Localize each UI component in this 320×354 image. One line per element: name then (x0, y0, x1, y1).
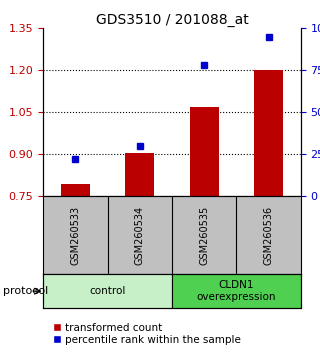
Text: GSM260535: GSM260535 (199, 206, 209, 265)
Text: GSM260534: GSM260534 (135, 206, 145, 265)
Title: GDS3510 / 201088_at: GDS3510 / 201088_at (96, 13, 248, 27)
Text: protocol: protocol (3, 286, 48, 296)
Bar (61, 184, 90, 196)
Text: CLDN1
overexpression: CLDN1 overexpression (197, 280, 276, 302)
Text: GSM260536: GSM260536 (264, 206, 274, 265)
Bar (254, 70, 283, 196)
Text: control: control (89, 286, 126, 296)
Text: GSM260533: GSM260533 (70, 206, 80, 265)
Bar (125, 153, 154, 196)
Bar (190, 107, 219, 196)
Bar (43, 274, 172, 308)
Bar (172, 274, 301, 308)
Legend: transformed count, percentile rank within the sample: transformed count, percentile rank withi… (48, 318, 245, 349)
